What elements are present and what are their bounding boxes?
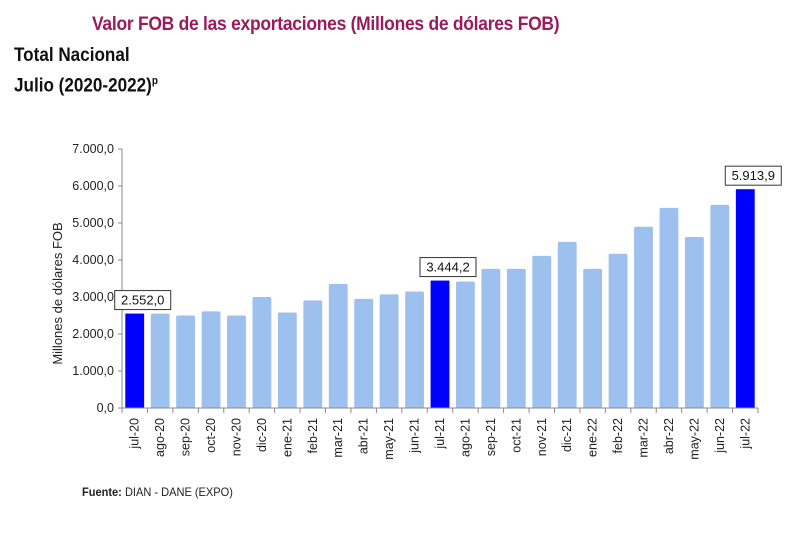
chart-title: Valor FOB de las exportaciones (Millones…	[92, 14, 560, 35]
data-labels: 2.552,0 3.444,2 5.913,9	[114, 165, 782, 311]
y-tick-label: 2.000,0	[72, 327, 114, 341]
y-axis-label: Millones de dólares FOB	[50, 222, 65, 364]
y-tick-label: 1.000,0	[72, 364, 114, 378]
y-tick-label: 5.000,0	[72, 216, 114, 230]
bar-highlighted	[735, 189, 755, 408]
source-label: Fuente:	[82, 485, 122, 499]
bar	[176, 315, 196, 408]
source-text: DIAN - DANE (EXPO)	[121, 485, 233, 499]
data-label-box	[114, 290, 172, 311]
x-tick-label: oct-21	[509, 418, 523, 453]
bar	[481, 268, 501, 408]
x-tick-label: nov-20	[229, 418, 243, 456]
bar	[659, 207, 679, 408]
bar	[328, 284, 348, 408]
x-tick-label: feb-22	[611, 418, 625, 453]
bar-highlighted	[125, 313, 145, 408]
data-label-box	[419, 257, 477, 278]
x-tick-label: mar-22	[637, 418, 651, 458]
bar	[684, 237, 704, 408]
x-tick-label: abr-21	[357, 418, 371, 454]
x-tick-label: mar-21	[331, 418, 345, 458]
x-tick-label: may-21	[382, 418, 396, 460]
x-tick-label: may-22	[687, 418, 701, 460]
preliminary-mark: p	[151, 75, 158, 87]
bar	[506, 268, 526, 408]
x-tick-label: ago-21	[458, 418, 472, 457]
x-tick-label: oct-20	[204, 418, 218, 453]
y-tick-label: 0,0	[97, 401, 114, 415]
x-tick-label: jul-22	[738, 418, 752, 450]
x-axis: jul-20 ago-20 sep-20 oct-20 nov-20 dic-20 ene-…	[121, 407, 759, 460]
bar	[150, 313, 170, 408]
bar	[303, 300, 323, 408]
bar	[405, 291, 424, 408]
x-tick-label: dic-21	[560, 418, 574, 452]
x-tick-label: sep-20	[179, 418, 193, 456]
bar	[557, 241, 577, 408]
y-tick-label: 6.000,0	[72, 179, 114, 193]
y-tick-label: 4.000,0	[72, 253, 114, 267]
chart-subtitle-period: Julio (2020-2022)p	[14, 75, 158, 97]
x-tick-label: ene-22	[586, 418, 600, 457]
bar	[252, 297, 272, 408]
bar	[608, 253, 628, 408]
bar	[379, 294, 399, 408]
x-tick-label: sep-21	[484, 418, 498, 456]
y-tick-label: 3.000,0	[72, 290, 114, 304]
bar	[456, 281, 475, 408]
x-tick-label: dic-20	[255, 418, 269, 452]
bar	[634, 226, 653, 408]
bar	[227, 315, 246, 408]
chart-subtitle-region: Total Nacional	[14, 45, 130, 66]
source-note: Fuente: DIAN - DANE (EXPO)	[82, 485, 233, 499]
x-tick-label: abr-22	[662, 418, 676, 454]
period-text: Julio (2020-2022)	[14, 75, 152, 97]
x-tick-label: jul-20	[128, 418, 142, 450]
bars	[125, 189, 755, 408]
x-tick-label: feb-21	[306, 418, 320, 453]
x-tick-label: ago-20	[153, 418, 167, 457]
data-label: 2.552,0	[121, 293, 164, 308]
data-label: 3.444,2	[426, 260, 469, 275]
x-tick-label: nov-21	[535, 418, 549, 456]
y-tick-label: 7.000,0	[72, 142, 114, 156]
bar-highlighted	[430, 280, 450, 408]
data-label: 5.913,9	[732, 168, 775, 183]
x-tick-label: jul-21	[433, 418, 447, 450]
y-axis: 0,0 1.000,0 2.000,0 3.000,0 4.000,0 5.000,0 6.…	[72, 142, 123, 415]
bar	[354, 298, 374, 408]
x-tick-label: ene-21	[280, 418, 294, 457]
data-label-box	[724, 165, 782, 186]
bar	[201, 311, 221, 408]
bar	[710, 204, 730, 408]
bar	[277, 312, 297, 408]
x-tick-label: jun-21	[408, 418, 422, 454]
x-tick-label: jun-22	[713, 418, 727, 454]
bar	[583, 268, 603, 408]
bar	[532, 255, 552, 408]
